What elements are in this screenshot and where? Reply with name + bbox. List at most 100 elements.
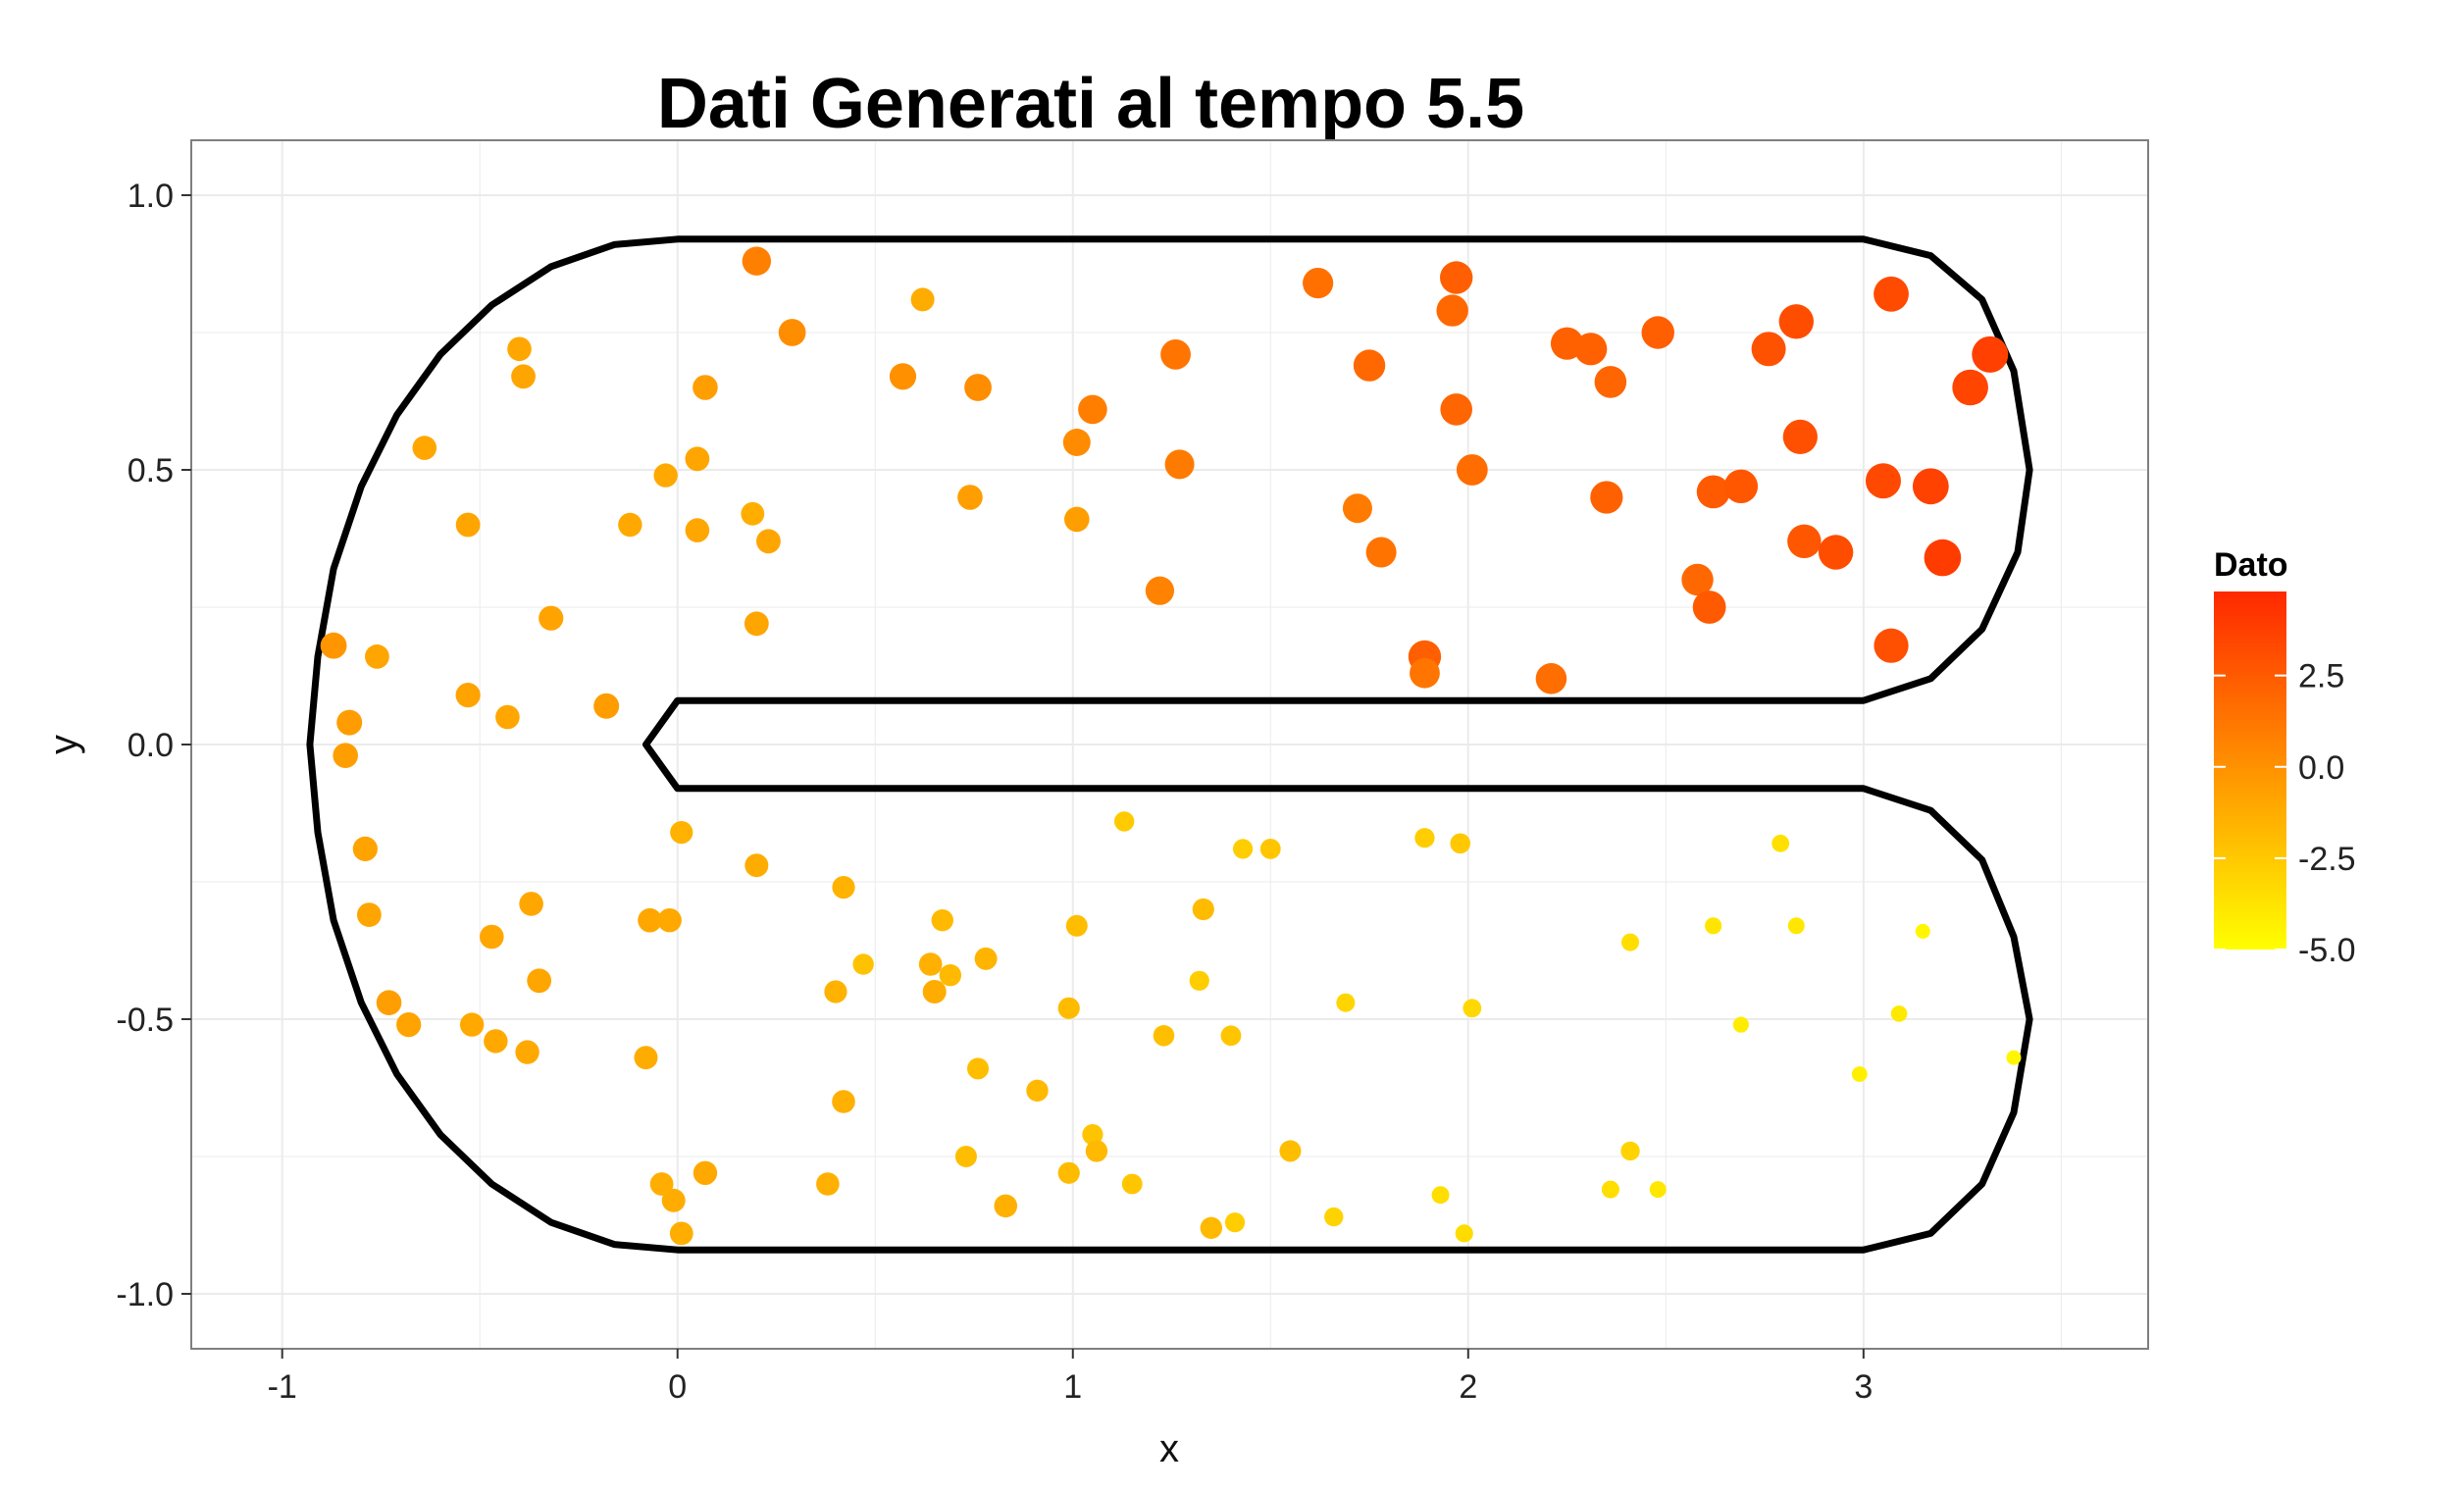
y-axis: -1.0 -0.5 0.0 0.5 1.0 (116, 178, 191, 1313)
data-point (1681, 563, 1714, 596)
data-point (1865, 463, 1901, 499)
data-point (778, 319, 806, 346)
data-point (1336, 993, 1356, 1012)
data-point (455, 512, 481, 538)
data-point (1890, 1005, 1908, 1022)
x-tick-label: 0 (668, 1368, 687, 1406)
y-tick-label: 1.0 (128, 178, 174, 215)
data-point (744, 611, 769, 637)
plot-panel (190, 139, 2149, 1350)
data-point (1145, 576, 1175, 605)
data-point (515, 1040, 539, 1064)
data-point (889, 363, 917, 390)
data-point (653, 463, 678, 488)
chart-title: Dati Generati al tempo 5.5 (657, 65, 1524, 143)
data-point (1723, 469, 1759, 503)
data-point (1065, 914, 1088, 937)
data-point (1705, 917, 1722, 935)
data-point (412, 436, 437, 460)
data-point (1851, 1066, 1868, 1082)
data-point (484, 1029, 508, 1054)
y-tick-label: 0.5 (128, 452, 174, 489)
data-point (396, 1012, 422, 1038)
data-point (459, 1012, 485, 1037)
data-point (954, 1146, 977, 1167)
data-point (507, 336, 532, 362)
color-legend: Dato 2.5 0.0 -2.5 -5.0 (2214, 546, 2356, 969)
data-point (1062, 429, 1091, 456)
data-point (669, 1221, 693, 1246)
data-point (1113, 811, 1135, 832)
data-point (994, 1194, 1018, 1218)
data-point (1439, 261, 1473, 294)
data-point (527, 968, 552, 994)
data-point (1771, 834, 1790, 852)
legend-colorbar (2214, 591, 2286, 950)
data-point (824, 980, 847, 1003)
legend-tick-label: 2.5 (2298, 658, 2344, 695)
data-point (1200, 1216, 1223, 1240)
data-point (832, 876, 855, 900)
data-point (832, 1090, 855, 1113)
data-point (1590, 481, 1623, 514)
data-point (957, 485, 983, 510)
data-point (974, 947, 998, 970)
data-point (1782, 419, 1818, 454)
data-point (320, 632, 347, 659)
data-point (539, 605, 564, 631)
data-point (1164, 449, 1195, 480)
data-point (1456, 454, 1488, 486)
data-point (634, 1046, 658, 1070)
data-point (693, 1160, 718, 1186)
domain-boundary (306, 235, 2033, 1254)
data-point (1696, 475, 1730, 509)
data-point (670, 821, 693, 845)
data-point (742, 246, 772, 276)
data-point (1641, 316, 1674, 349)
data-point (741, 501, 765, 526)
data-point (1787, 524, 1822, 558)
data-point (939, 964, 962, 987)
y-tick-label: -0.5 (116, 1002, 174, 1039)
x-tick-label: 2 (1459, 1368, 1477, 1406)
data-point (657, 908, 682, 933)
data-point (967, 1057, 990, 1080)
data-point (1078, 394, 1107, 425)
legend-tick-label: 0.0 (2298, 749, 2344, 787)
y-axis-label: y (42, 735, 85, 754)
data-point (1818, 535, 1854, 570)
data-point (1410, 657, 1440, 689)
data-point (1192, 898, 1214, 921)
data-point (365, 644, 389, 669)
data-point (756, 529, 781, 554)
data-point (1220, 1025, 1242, 1047)
data-point (1751, 332, 1786, 367)
data-point (1436, 294, 1468, 327)
data-point (964, 374, 992, 401)
data-point (1085, 1140, 1108, 1162)
x-tick-label: 1 (1063, 1368, 1082, 1406)
legend-title: Dato (2214, 546, 2288, 584)
data-point (1440, 393, 1472, 426)
data-point (1972, 335, 2009, 373)
data-point (931, 909, 953, 932)
legend-ticks: 2.5 0.0 -2.5 -5.0 (2214, 658, 2356, 969)
data-point (1874, 276, 1909, 312)
y-tick-label: -1.0 (116, 1276, 174, 1313)
data-point (685, 518, 710, 542)
x-axis-label: x (1159, 1427, 1179, 1470)
data-point (661, 1188, 686, 1212)
data-point (1912, 468, 1949, 505)
data-point (1063, 506, 1090, 533)
data-point (1874, 628, 1909, 663)
data-point (1026, 1079, 1049, 1103)
data-point (1365, 537, 1397, 568)
data-point (910, 287, 935, 312)
data-point (852, 953, 874, 975)
x-tick-label: 3 (1854, 1368, 1873, 1406)
data-point (1057, 997, 1080, 1019)
data-point (495, 704, 520, 730)
data-point (1692, 591, 1726, 624)
data-point (685, 446, 710, 472)
